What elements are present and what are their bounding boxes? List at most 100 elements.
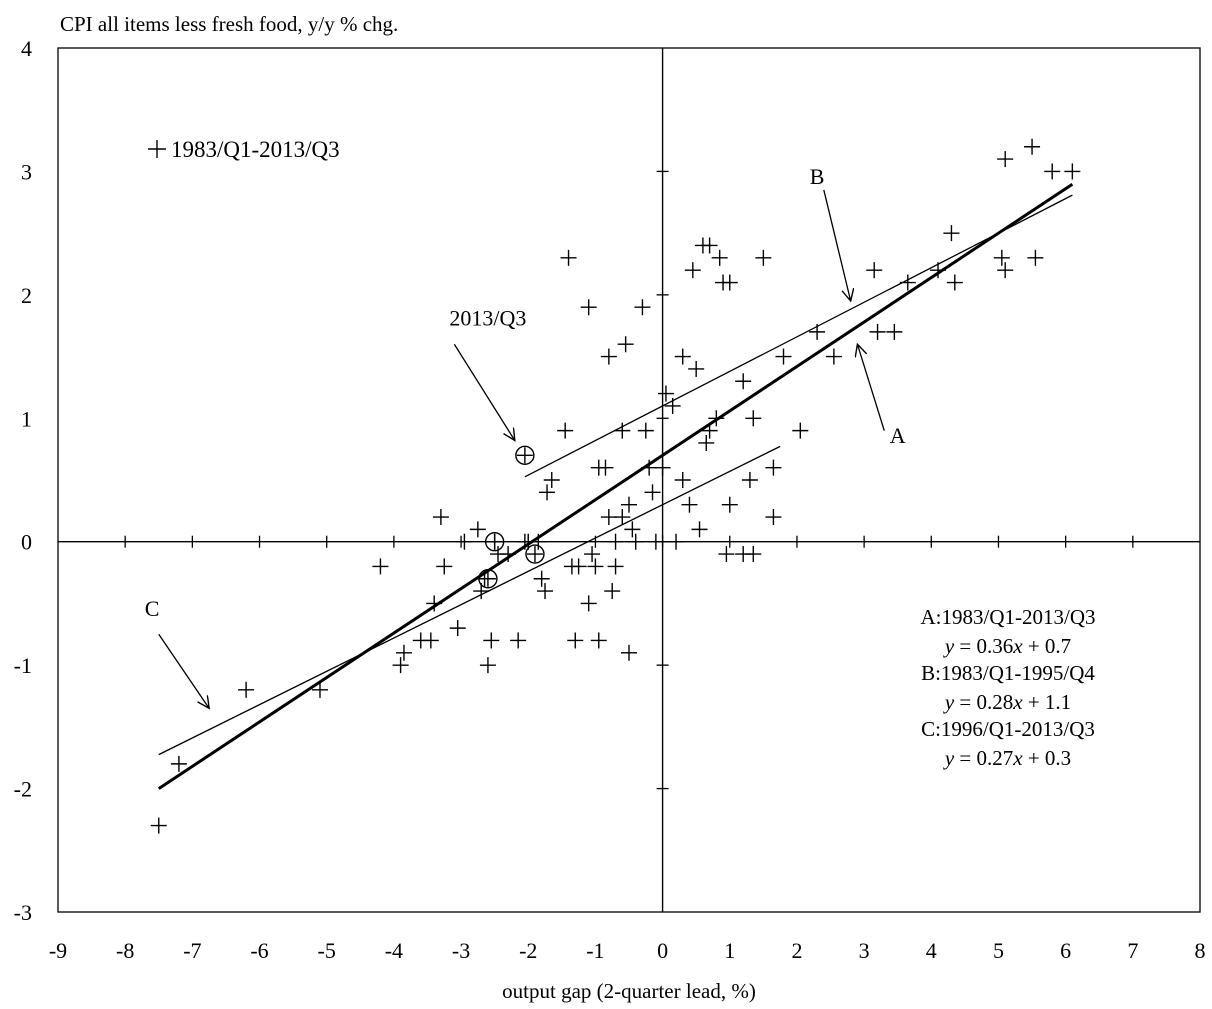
annotation-label: B xyxy=(810,164,825,189)
equation-part: x xyxy=(1012,634,1023,658)
equation-part: y xyxy=(943,690,955,714)
data-point xyxy=(580,595,597,612)
data-point xyxy=(634,299,651,316)
x-tick-label: 1 xyxy=(724,938,735,963)
data-point xyxy=(691,521,708,538)
data-point xyxy=(641,459,658,476)
data-point xyxy=(943,225,960,242)
data-point xyxy=(587,558,604,575)
equation-formula: y = 0.36x + 0.7 xyxy=(943,634,1071,658)
data-point xyxy=(721,274,738,291)
data-point xyxy=(674,348,691,365)
data-point xyxy=(627,533,644,550)
data-point xyxy=(755,249,772,266)
data-point xyxy=(993,249,1010,266)
regression-line-b xyxy=(524,194,1073,478)
data-point xyxy=(600,509,617,526)
axes-layer xyxy=(58,48,1200,912)
y-tick-label: 3 xyxy=(21,159,32,184)
x-tick-label: 8 xyxy=(1195,938,1206,963)
data-point xyxy=(741,472,758,488)
data-point xyxy=(560,249,577,266)
equation-part: y xyxy=(943,746,955,770)
highlighted-point xyxy=(515,445,535,466)
data-point xyxy=(718,546,735,563)
data-point xyxy=(997,262,1014,279)
data-point xyxy=(668,533,685,550)
data-point xyxy=(1024,138,1041,155)
annotations: 2013/Q3 B A C xyxy=(145,164,906,709)
data-point xyxy=(539,484,556,501)
x-tick-label: -5 xyxy=(318,938,336,963)
data-point xyxy=(617,336,634,353)
point-circle xyxy=(484,532,505,552)
data-point xyxy=(681,496,698,513)
data-point xyxy=(392,657,409,674)
x-tick-label: -8 xyxy=(116,938,134,963)
plot-area-frame xyxy=(57,47,1201,913)
equation-label: B:1983/Q1-1995/Q4 xyxy=(921,661,1095,685)
legend-label: 1983/Q1-2013/Q3 xyxy=(171,137,340,162)
data-point xyxy=(557,422,574,439)
data-point xyxy=(1027,249,1044,266)
equations-box: A:1983/Q1-2013/Q3 y = 0.36x + 0.7 B:1983/Q… xyxy=(921,605,1096,770)
equation-part: + 0.3 xyxy=(1023,746,1072,770)
equation-part: = 0.27 xyxy=(954,746,1013,770)
data-point xyxy=(604,583,621,600)
regression-line-c xyxy=(158,445,781,756)
data-point xyxy=(899,274,916,291)
data-point xyxy=(1044,163,1061,180)
annotation-arrow xyxy=(857,344,885,431)
equation-part: x xyxy=(1012,690,1023,714)
data-point xyxy=(809,323,826,340)
data-point xyxy=(614,509,631,526)
highlighted-point xyxy=(525,544,545,564)
data-point xyxy=(654,459,671,476)
data-point xyxy=(711,249,728,266)
data-point xyxy=(530,533,547,550)
data-point xyxy=(946,274,963,291)
x-tick-label: -7 xyxy=(183,938,201,963)
data-point xyxy=(674,472,691,488)
tick-labels: -9 -8 -7 -6 -5 -4 -3 -2 -1 0 1 2 3 4 5 6 7 8 4 3 2 1 0 -1 -2 -3 xyxy=(14,36,1206,963)
data-point xyxy=(150,817,167,834)
x-tick-label: 3 xyxy=(859,938,870,963)
data-point xyxy=(997,151,1014,168)
y-tick-label: 0 xyxy=(21,530,32,555)
highlighted-point xyxy=(484,532,505,552)
x-tick-label: -4 xyxy=(385,938,403,963)
data-point xyxy=(886,323,903,340)
regression-lines xyxy=(157,183,1074,790)
x-tick-label: 5 xyxy=(993,938,1004,963)
point-circle xyxy=(478,569,498,589)
data-point xyxy=(432,509,449,526)
data-point xyxy=(238,681,255,698)
data-point xyxy=(510,632,527,649)
data-point xyxy=(765,459,782,476)
equation-part: = 0.36 xyxy=(954,634,1013,658)
data-point xyxy=(745,410,762,427)
x-tick-label: 2 xyxy=(791,938,802,963)
regression-line-a xyxy=(157,183,1074,790)
data-point xyxy=(422,632,439,649)
data-point xyxy=(567,632,584,649)
data-point xyxy=(170,755,187,772)
annotation-arrow xyxy=(823,189,851,301)
equation-label: A:1983/Q1-2013/Q3 xyxy=(921,605,1096,629)
data-point xyxy=(1064,163,1081,180)
y-tick-label: 4 xyxy=(21,36,32,61)
equation-part: + 1.1 xyxy=(1023,690,1072,714)
annotation-arrow xyxy=(453,343,514,440)
data-point xyxy=(735,373,752,390)
annotation-label: C xyxy=(145,596,160,621)
data-point xyxy=(614,422,631,439)
y-tick-label: 1 xyxy=(21,406,32,431)
data-point xyxy=(469,521,486,538)
legend: 1983/Q1-2013/Q3 xyxy=(148,137,340,162)
equation-formula: y = 0.27x + 0.3 xyxy=(943,746,1071,770)
y-axis-title: CPI all items less fresh food, y/y % chg… xyxy=(60,12,398,36)
data-point xyxy=(607,558,624,575)
annotation-label: 2013/Q3 xyxy=(449,306,526,331)
data-point xyxy=(597,459,614,476)
equation-part: x xyxy=(1012,746,1023,770)
